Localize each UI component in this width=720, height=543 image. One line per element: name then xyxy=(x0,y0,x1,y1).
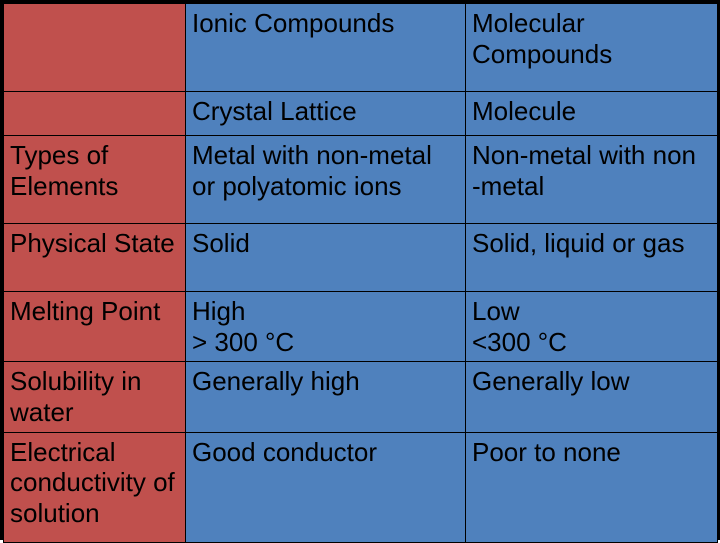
data-cell: Ionic Compounds xyxy=(186,4,466,92)
data-cell: Non-metal with non -metal xyxy=(466,136,718,224)
data-cell: Molecular Compounds xyxy=(466,4,718,92)
comparison-table: Ionic CompoundsMolecular CompoundsCrysta… xyxy=(0,0,720,540)
table-row: Electrical conductivity of solutionGood … xyxy=(4,432,718,542)
table-body: Ionic CompoundsMolecular CompoundsCrysta… xyxy=(4,4,718,543)
table-row: Crystal LatticeMolecule xyxy=(4,92,718,136)
data-cell: Solid xyxy=(186,224,466,292)
table-row: Ionic CompoundsMolecular Compounds xyxy=(4,4,718,92)
row-header-cell: Physical State xyxy=(4,224,186,292)
data-cell: Good conductor xyxy=(186,432,466,542)
table: Ionic CompoundsMolecular CompoundsCrysta… xyxy=(3,3,718,543)
row-header-cell xyxy=(4,4,186,92)
row-header-cell: Types of Elements xyxy=(4,136,186,224)
data-cell: Generally low xyxy=(466,362,718,432)
data-cell: Poor to none xyxy=(466,432,718,542)
data-cell: Generally high xyxy=(186,362,466,432)
data-cell: Molecule xyxy=(466,92,718,136)
row-header-cell: Solubility in water xyxy=(4,362,186,432)
data-cell: Solid, liquid or gas xyxy=(466,224,718,292)
table-row: Melting PointHigh> 300 °CLow<300 °C xyxy=(4,292,718,362)
data-cell: High> 300 °C xyxy=(186,292,466,362)
table-row: Types of ElementsMetal with non-metal or… xyxy=(4,136,718,224)
data-cell: Metal with non-metal or polyatomic ions xyxy=(186,136,466,224)
data-cell: Low<300 °C xyxy=(466,292,718,362)
data-cell: Crystal Lattice xyxy=(186,92,466,136)
row-header-cell: Melting Point xyxy=(4,292,186,362)
row-header-cell: Electrical conductivity of solution xyxy=(4,432,186,542)
row-header-cell xyxy=(4,92,186,136)
table-row: Physical StateSolidSolid, liquid or gas xyxy=(4,224,718,292)
table-row: Solubility in waterGenerally highGeneral… xyxy=(4,362,718,432)
